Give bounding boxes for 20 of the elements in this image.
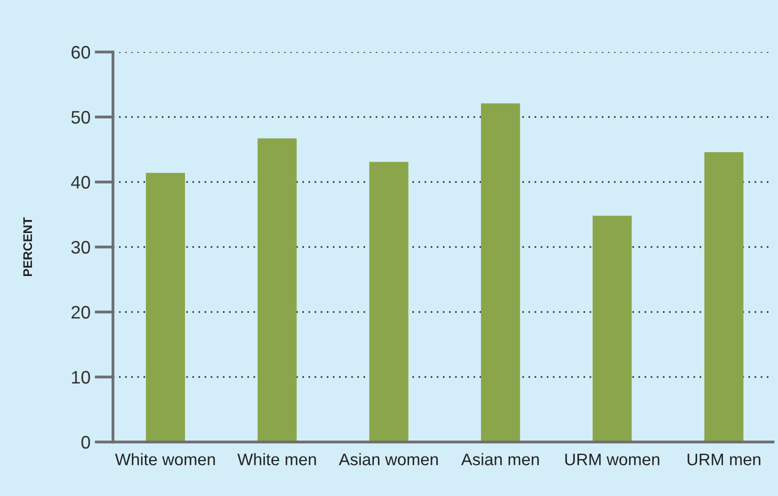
x-tick-label: Asian women (338, 453, 438, 466)
x-tick-label: White men (237, 453, 316, 466)
y-axis-title: PERCENT (23, 217, 32, 276)
bar (258, 138, 297, 442)
bar (592, 216, 632, 442)
y-tick-label: 60 (72, 46, 90, 59)
bar (369, 162, 408, 442)
y-tick-label: 30 (71, 240, 90, 254)
x-tick-label: URM men (688, 454, 760, 466)
y-tick-label: 0 (81, 436, 90, 449)
bar (704, 152, 744, 442)
x-tick-label: White women (115, 453, 215, 466)
bar (146, 172, 185, 442)
bar (480, 103, 520, 442)
y-tick-label: 20 (72, 306, 90, 319)
y-tick-label: 50 (71, 110, 90, 124)
y-tick-label: 40 (71, 176, 90, 189)
x-tick-label: Asian men (461, 453, 539, 466)
y-tick-label: 10 (72, 370, 90, 384)
x-tick-label: URM women (565, 454, 660, 466)
